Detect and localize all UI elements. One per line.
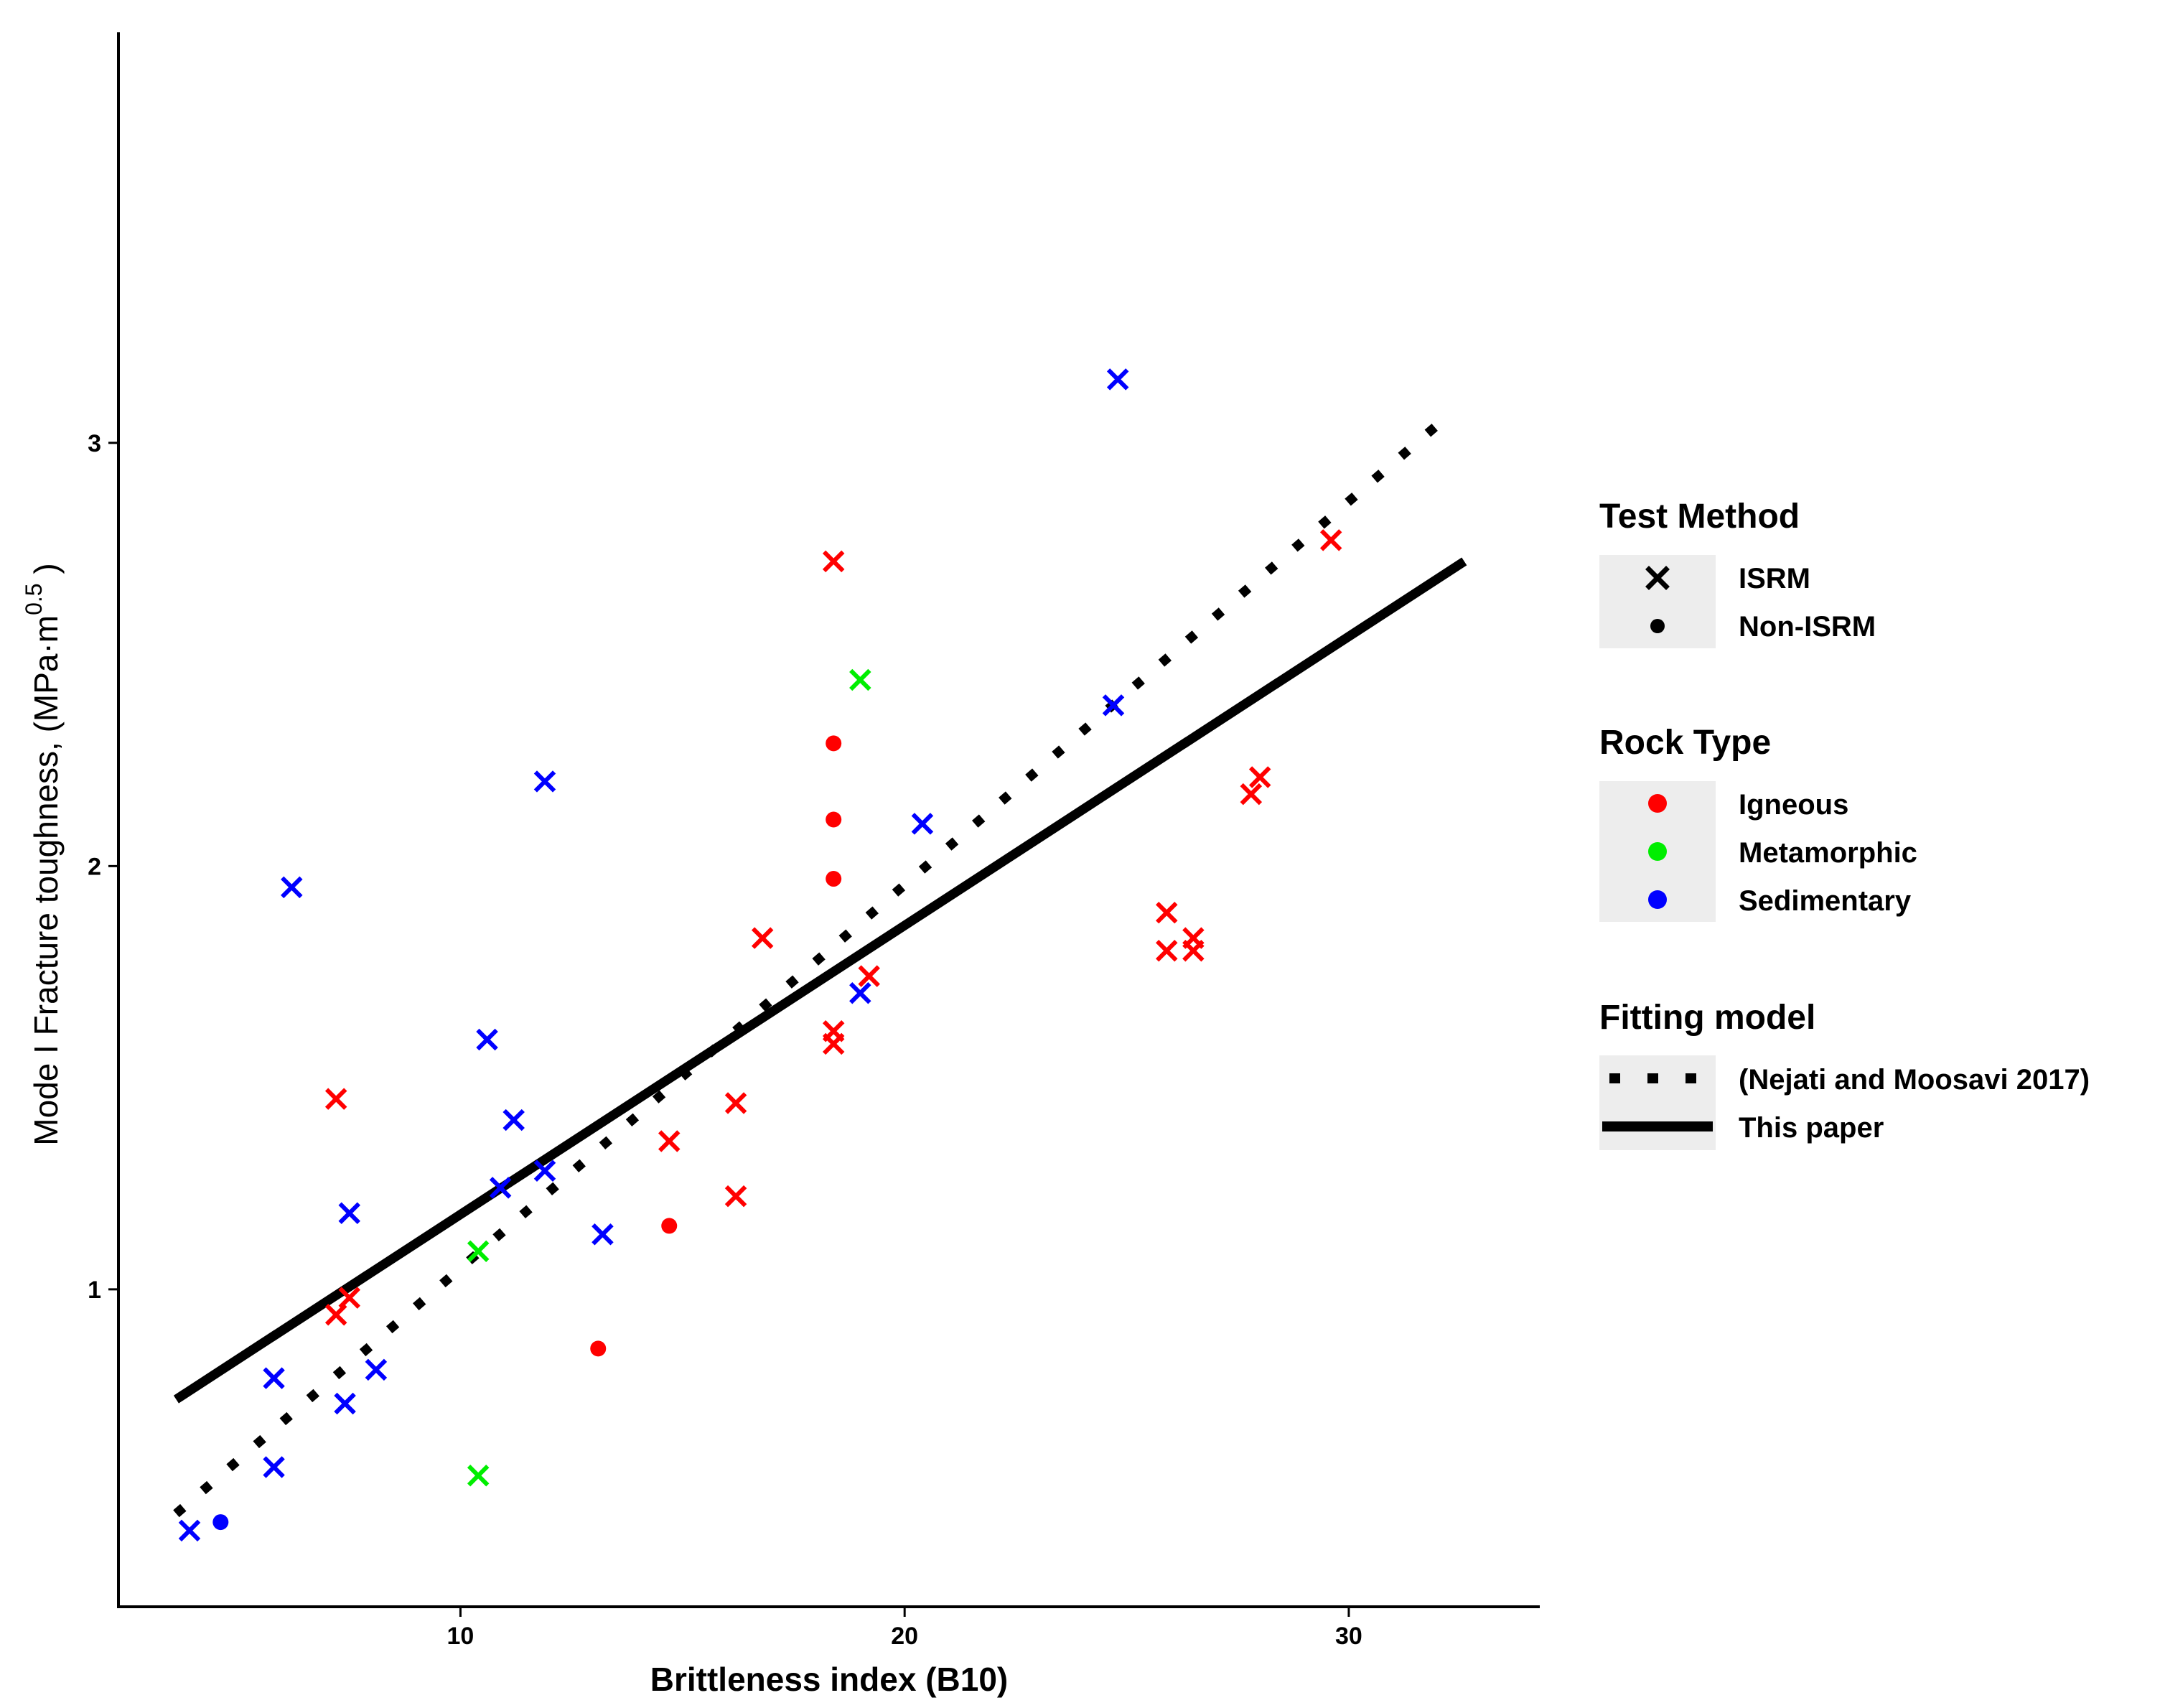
data-point-isrm-sedimentary [334,1392,356,1415]
legend-label-isrm: ISRM [1739,563,1810,594]
data-point-isrm-sedimentary [365,1358,388,1381]
data-point-isrm-igneous [724,1092,747,1114]
data-point-isrm-igneous [324,1088,347,1110]
data-point-isrm-metamorphic [849,668,871,691]
y-axis-title: Mode I Fracture toughness, (MPa·m0.5 ) [21,563,65,1145]
data-point-isrm-sedimentary [263,1456,285,1478]
data-point-non-isrm-igneous [826,871,842,887]
y-tick-label: 3 [88,430,101,457]
y-axis-title-main: Mode I Fracture toughness, (MPa·m [27,615,65,1146]
data-point-isrm-sedimentary [281,876,303,899]
legend-title-fitting-model: Fitting model [1599,999,1815,1037]
legend-group-test-method: Test Method ISRM Non-ISRM [1599,498,1876,648]
data-point-isrm-igneous [1248,766,1271,788]
legend-key-background [1599,1055,1716,1150]
legend-label-igneous: Igneous [1739,789,1848,821]
data-point-isrm-sedimentary [502,1109,525,1131]
data-point-isrm-sedimentary [489,1177,512,1199]
data-point-isrm-metamorphic [467,1465,490,1487]
data-point-isrm-sedimentary [263,1367,285,1389]
data-point-isrm-sedimentary [1106,368,1129,391]
data-point-isrm-igneous [822,1032,845,1055]
data-point-isrm-sedimentary [476,1028,498,1051]
data-point-isrm-igneous [324,1303,347,1326]
legend: Test Method ISRM Non-ISRM Rock Type Igne… [1599,498,2090,1150]
x-tick-label: 20 [891,1623,918,1650]
legend-label-this-paper: This paper [1739,1112,1884,1144]
data-point-isrm-metamorphic [467,1240,490,1263]
data-point-non-isrm-sedimentary [212,1514,229,1531]
data-point-isrm-igneous [1156,901,1178,924]
x-tick-label: 10 [447,1623,474,1650]
data-point-isrm-sedimentary [178,1519,201,1542]
data-point-non-isrm-igneous [590,1340,607,1357]
data-point-isrm-igneous [1182,940,1205,962]
data-points [178,368,1342,1542]
data-point-isrm-igneous [751,927,774,949]
data-point-isrm-igneous [1156,940,1178,962]
legend-key-igneous-dot-icon [1648,794,1667,813]
y-axis-title-end: ) [27,563,65,583]
fit-line-this-paper [173,557,1467,1404]
data-point-isrm-igneous [1240,783,1263,806]
data-point-isrm-sedimentary [592,1223,614,1246]
data-point-non-isrm-igneous [826,735,842,752]
axis-ticks: 10 20 30 1 2 3 [88,430,1362,1650]
y-tick-label: 2 [88,853,101,880]
legend-label-nejati-moosavi: (Nejati and Moosavi 2017) [1739,1064,2090,1096]
data-point-isrm-igneous [858,965,880,987]
legend-label-sedimentary: Sedimentary [1739,885,1912,917]
y-tick-label: 1 [88,1277,101,1304]
x-axis-title: Brittleness index (B10) [650,1661,1008,1698]
data-point-isrm-igneous [724,1185,747,1208]
legend-key-background [1599,555,1716,648]
data-point-isrm-igneous [1319,529,1342,551]
legend-group-fitting-model: Fitting model (Nejati and Moosavi 2017) … [1599,999,2090,1150]
data-point-non-isrm-igneous [826,811,842,828]
legend-key-metamorphic-dot-icon [1648,842,1667,861]
fit-lines [173,409,1467,1518]
data-point-isrm-igneous [822,550,845,573]
data-point-isrm-sedimentary [911,813,934,835]
data-point-isrm-igneous [338,1287,360,1309]
legend-key-sedimentary-dot-icon [1648,890,1667,909]
legend-key-non-isrm-dot-icon [1650,619,1665,633]
legend-title-test-method: Test Method [1599,498,1800,536]
legend-label-metamorphic: Metamorphic [1739,837,1917,869]
data-point-isrm-igneous [658,1130,681,1152]
x-tick-label: 30 [1335,1623,1362,1650]
data-point-isrm-sedimentary [533,1159,556,1182]
y-axis-title-exponent: 0.5 [21,583,47,615]
data-point-isrm-sedimentary [1102,694,1125,717]
legend-group-rock-type: Rock Type Igneous Metamorphic Sedimentar… [1599,724,1917,922]
data-point-isrm-sedimentary [338,1202,360,1224]
data-point-isrm-sedimentary [849,981,871,1004]
data-point-non-isrm-igneous [661,1218,678,1234]
data-point-isrm-sedimentary [533,770,556,793]
legend-title-rock-type: Rock Type [1599,724,1771,762]
legend-label-non-isrm: Non-ISRM [1739,611,1876,643]
legend-key-isrm-cross-icon [1645,566,1670,590]
